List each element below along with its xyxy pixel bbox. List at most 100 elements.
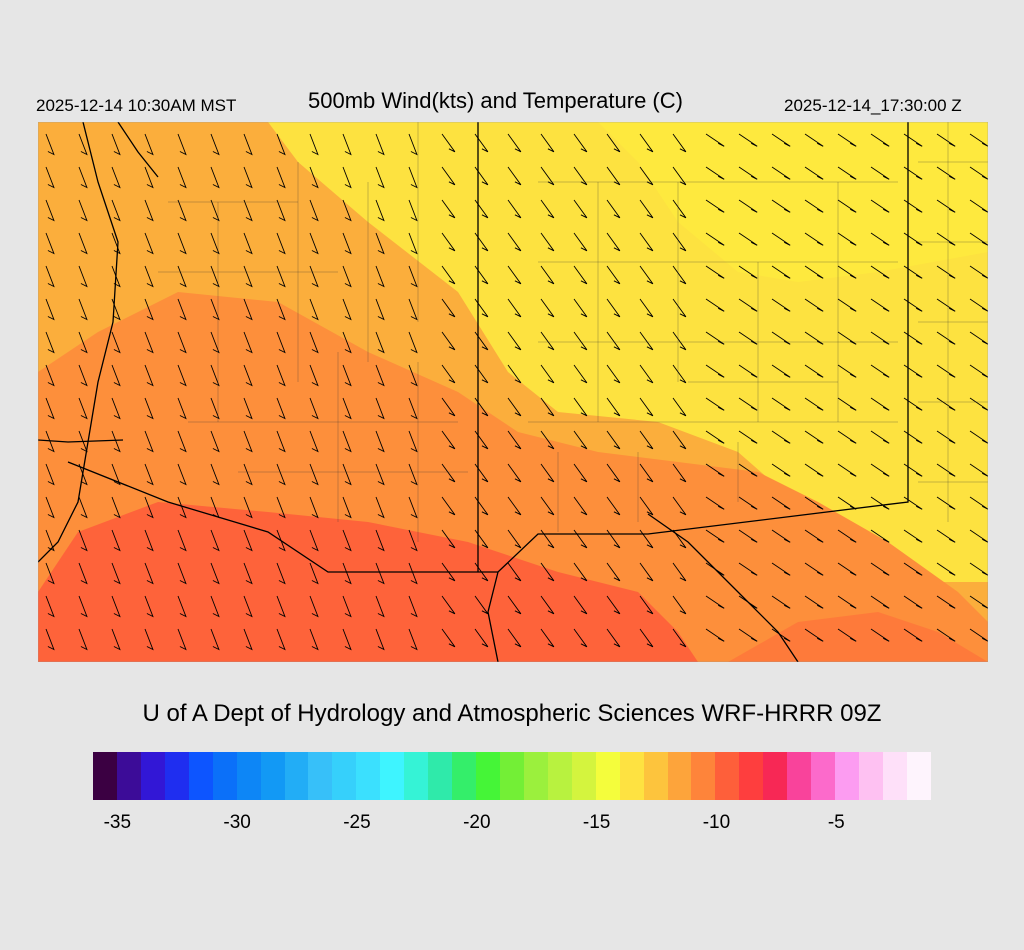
wind-barb <box>111 298 121 321</box>
wind-barb <box>507 166 522 186</box>
wind-barb <box>441 232 456 252</box>
wind-barb <box>243 265 253 288</box>
wind-barb <box>408 595 418 618</box>
colorbar-swatch <box>404 752 429 800</box>
wind-barb <box>408 463 418 486</box>
wind-barb <box>78 298 88 321</box>
wind-barb <box>45 166 55 189</box>
wind-barb <box>903 298 923 312</box>
state-border <box>38 122 119 563</box>
colorbar-swatch <box>691 752 716 800</box>
wind-barb <box>243 232 253 255</box>
wind-barb <box>243 331 253 354</box>
wind-barb <box>342 430 352 453</box>
wind-barb <box>441 298 456 318</box>
wind-barb <box>177 133 187 156</box>
wind-barb <box>969 529 988 543</box>
wind-barb <box>507 562 522 582</box>
wind-barb <box>573 166 588 186</box>
colorbar-swatch <box>882 752 907 800</box>
wind-barb <box>705 628 725 642</box>
wind-barb <box>738 529 758 543</box>
wind-barb <box>78 397 88 420</box>
wind-barb <box>738 397 758 411</box>
wind-barb <box>276 298 286 321</box>
wind-barb <box>177 265 187 288</box>
wind-barb <box>870 529 890 543</box>
wind-barb <box>474 298 489 318</box>
wind-barb <box>507 364 522 384</box>
wind-barb <box>540 166 555 186</box>
wind-barb <box>705 331 725 345</box>
wind-barb <box>705 496 725 510</box>
wind-barb <box>540 133 555 153</box>
wind-barb <box>903 496 923 510</box>
wind-barb <box>441 133 456 153</box>
map-title: 500mb Wind(kts) and Temperature (C) <box>308 88 683 113</box>
wind-barb <box>903 628 923 642</box>
wind-barb <box>309 496 319 519</box>
wind-barb <box>705 430 725 444</box>
wind-barb <box>45 529 55 552</box>
colorbar-swatch <box>164 752 189 800</box>
colorbar-swatch <box>93 752 117 800</box>
wind-barb <box>771 331 791 345</box>
wind-barb <box>672 364 687 384</box>
wind-barb <box>177 166 187 189</box>
wind-barb <box>507 397 522 417</box>
wind-barb <box>243 364 253 387</box>
wind-barb <box>903 430 923 444</box>
wind-barb <box>606 430 621 450</box>
wind-barb <box>672 265 687 285</box>
wind-barb <box>408 331 418 354</box>
wind-barb <box>342 199 352 222</box>
wind-barb <box>45 430 55 453</box>
wind-barb <box>771 430 791 444</box>
wind-barb <box>177 496 187 519</box>
wind-barb <box>210 496 220 519</box>
wind-barb <box>375 298 385 321</box>
wind-barb <box>243 595 253 618</box>
wind-barb <box>507 628 522 648</box>
wind-barb <box>672 331 687 351</box>
wind-barb <box>342 463 352 486</box>
wind-barb <box>870 595 890 609</box>
wind-barb <box>474 430 489 450</box>
wind-barb <box>606 232 621 252</box>
wind-barb <box>903 133 923 147</box>
wind-barb <box>771 529 791 543</box>
wind-barb <box>936 331 956 345</box>
wind-barb <box>441 529 456 549</box>
wind-barb <box>243 397 253 420</box>
wind-barb <box>573 133 588 153</box>
wind-barb <box>804 430 824 444</box>
wind-barb <box>276 496 286 519</box>
wind-barb <box>672 199 687 219</box>
wind-barb <box>276 166 286 189</box>
wind-barb <box>540 364 555 384</box>
wind-barb <box>375 595 385 618</box>
wind-barb <box>342 595 352 618</box>
wind-barb <box>837 265 857 279</box>
wind-barb <box>804 529 824 543</box>
colorbar-swatch <box>906 752 931 800</box>
wind-barb <box>507 331 522 351</box>
wind-barb <box>804 595 824 609</box>
wind-barb <box>177 199 187 222</box>
wind-barb <box>111 265 121 288</box>
wind-barb <box>606 562 621 582</box>
wind-barb <box>45 133 55 156</box>
wind-barb <box>78 562 88 585</box>
wind-barb <box>738 364 758 378</box>
wind-barb <box>309 331 319 354</box>
wind-barb <box>210 265 220 288</box>
wind-barb <box>408 133 418 156</box>
wind-barb <box>573 397 588 417</box>
wind-barb <box>243 298 253 321</box>
wind-barb <box>870 364 890 378</box>
wind-barb <box>144 496 154 519</box>
wind-barb <box>837 298 857 312</box>
wind-barb <box>903 331 923 345</box>
wind-barb <box>903 529 923 543</box>
wind-barb <box>936 199 956 213</box>
